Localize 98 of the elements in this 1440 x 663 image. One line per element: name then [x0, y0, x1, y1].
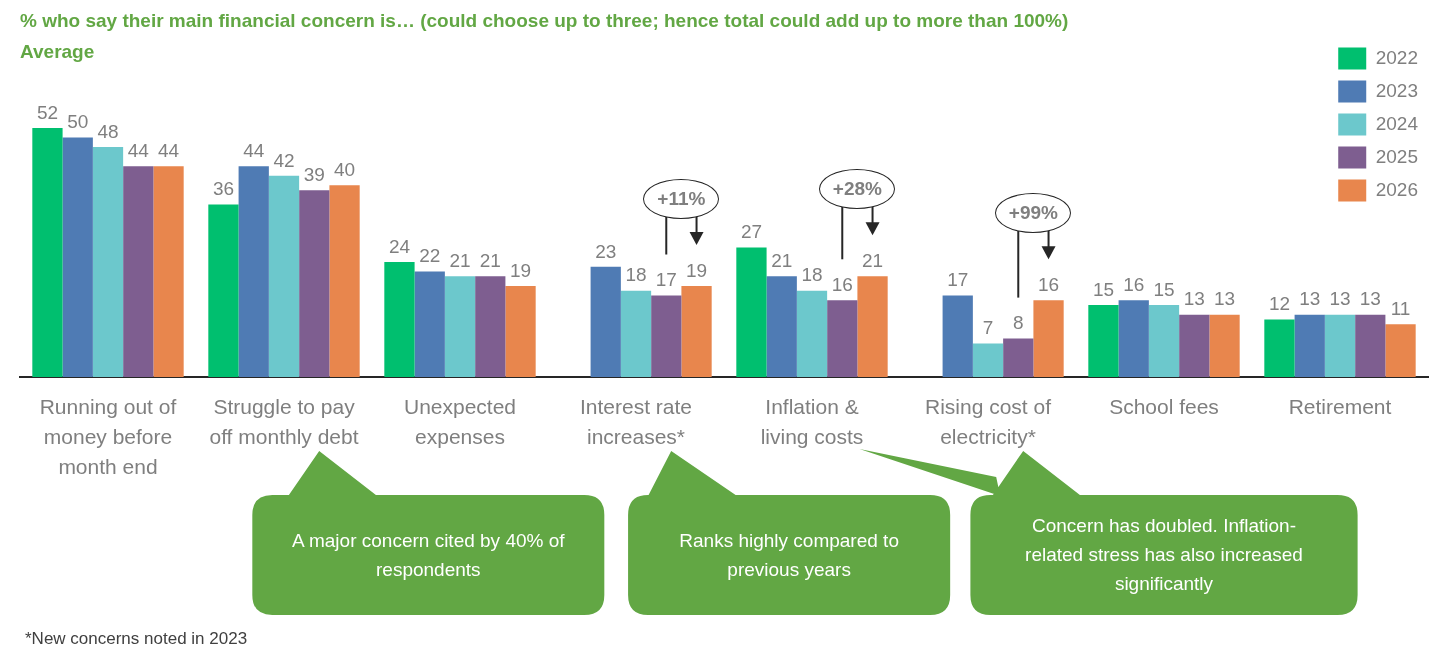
bar — [299, 190, 330, 377]
bar — [1033, 300, 1064, 377]
data-label: 16 — [831, 274, 853, 296]
bar — [972, 343, 1004, 377]
data-label: 19 — [685, 259, 708, 281]
data-label: 15 — [1153, 278, 1175, 300]
bar — [1264, 319, 1295, 377]
data-label: 17 — [655, 269, 677, 291]
bar — [62, 137, 93, 377]
data-label: 42 — [273, 149, 295, 171]
x-tick-label: Unexpected expenses — [403, 394, 517, 448]
bar — [857, 276, 888, 377]
bar — [153, 166, 184, 377]
x-tick-label: School fees — [1109, 394, 1219, 418]
text: Concern has doubled. Inflation-related stress has also increased significantly — [1024, 514, 1304, 597]
annotation: +11% — [643, 178, 720, 219]
bar — [942, 295, 973, 377]
bar — [123, 166, 154, 377]
bar — [32, 127, 63, 377]
data-label: 16 — [1123, 274, 1145, 296]
legend-label: 2025 — [1375, 145, 1419, 167]
x-tick-label: Rising cost of electricity* — [924, 394, 1052, 448]
x-tick-label: Retirement — [1288, 394, 1392, 418]
data-label: 16 — [1037, 274, 1060, 296]
bar — [1385, 324, 1416, 377]
data-label: 44 — [127, 139, 150, 161]
data-label: 18 — [625, 264, 647, 286]
data-label: 11 — [1390, 297, 1411, 319]
text: *New concerns noted in 2023 — [25, 629, 248, 649]
data-label: 21 — [449, 250, 471, 272]
data-label: 13 — [1359, 288, 1381, 310]
bar — [1355, 314, 1386, 377]
data-label: 21 — [479, 250, 501, 272]
bar — [414, 271, 445, 377]
x-tick-label: Inflation & living costs — [760, 394, 864, 448]
bar — [1118, 300, 1149, 377]
bar — [505, 285, 536, 377]
data-label: 27 — [740, 221, 763, 243]
data-label: 19 — [509, 259, 532, 281]
legend-label: 2022 — [1375, 46, 1419, 68]
bar — [796, 290, 828, 377]
data-label: 21 — [771, 250, 793, 272]
legend-label: 2023 — [1375, 79, 1419, 101]
data-label: 21 — [861, 250, 884, 272]
legend-label: 2026 — [1375, 178, 1419, 200]
bar — [1148, 305, 1180, 377]
bar — [681, 285, 712, 377]
bar — [1003, 338, 1034, 377]
data-label: 8 — [1012, 312, 1024, 334]
data-label: 50 — [67, 111, 89, 133]
bar — [384, 261, 415, 377]
bar — [475, 276, 506, 377]
x-tick-label: Interest rate increases* — [579, 394, 693, 448]
data-label: 48 — [97, 120, 119, 142]
chart-title: % who say their main financial concern is… (could choose up to three; hence total could add up to more than 100%) — [20, 9, 1069, 31]
data-label: 13 — [1213, 288, 1236, 310]
data-label: 7 — [982, 317, 994, 339]
data-label: 13 — [1329, 288, 1351, 310]
data-label: 40 — [333, 159, 356, 181]
data-label: 22 — [419, 245, 441, 267]
bar — [1324, 314, 1356, 377]
data-label: 12 — [1268, 293, 1291, 315]
bar — [329, 185, 360, 377]
bar — [620, 290, 652, 377]
bar — [1088, 305, 1119, 377]
data-label: 24 — [388, 235, 411, 257]
bar — [827, 300, 858, 377]
text: A major concern cited by 40% of respondents — [291, 528, 566, 582]
data-label: 52 — [36, 101, 59, 123]
legend-label: 2024 — [1375, 112, 1419, 134]
bar — [92, 147, 124, 377]
bar — [238, 166, 269, 377]
annotation: +28% — [819, 169, 896, 210]
data-label: 13 — [1183, 288, 1205, 310]
data-label: 18 — [801, 264, 823, 286]
data-label: 15 — [1092, 278, 1115, 300]
bar — [766, 276, 797, 377]
bar — [736, 247, 767, 377]
chart-subtitle: Average — [20, 41, 95, 63]
bar — [1209, 314, 1240, 377]
x-tick-label: Running out of money before month end — [39, 394, 177, 478]
annotation: +99% — [995, 193, 1072, 234]
bar — [268, 175, 300, 377]
bar — [1294, 314, 1325, 377]
data-label: 44 — [243, 139, 265, 161]
data-label: 13 — [1299, 288, 1321, 310]
x-tick-label: Struggle to pay off monthly debt — [209, 394, 359, 448]
data-label: 36 — [212, 178, 235, 200]
bar — [1179, 314, 1210, 377]
bar — [590, 266, 621, 377]
data-label: 44 — [157, 139, 180, 161]
data-label: 39 — [303, 163, 325, 185]
text: Ranks highly compared to previous years — [678, 528, 900, 582]
data-label: 23 — [595, 240, 617, 262]
bar — [208, 204, 239, 377]
bar — [651, 295, 682, 377]
bar — [444, 276, 476, 377]
data-label: 17 — [947, 269, 969, 291]
